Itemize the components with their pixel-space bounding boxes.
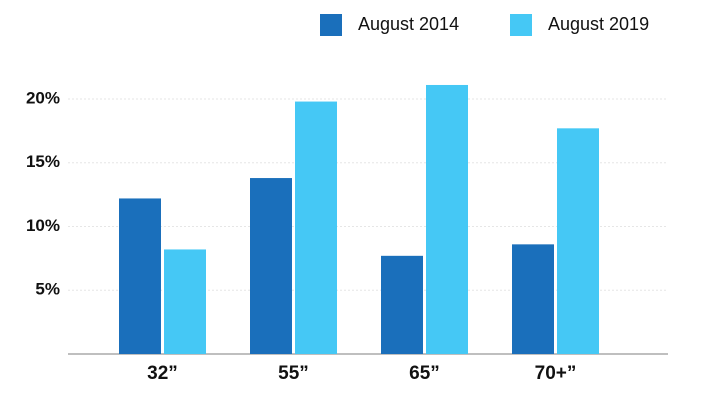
bar (164, 249, 206, 354)
x-tick-label: 32” (147, 363, 178, 384)
bar (426, 84, 468, 354)
x-tick-label: 65” (409, 363, 440, 384)
x-tick-label: 55” (278, 363, 309, 384)
legend-label: August 2014 (358, 14, 459, 34)
y-tick-label: 20% (26, 88, 60, 107)
bar (295, 101, 337, 354)
legend-swatch (320, 14, 342, 36)
legend-label: August 2019 (548, 14, 649, 34)
bar (557, 128, 599, 354)
y-tick-label: 10% (26, 216, 60, 235)
y-tick-label: 5% (35, 280, 60, 299)
legend-swatch (510, 14, 532, 36)
x-tick-label: 70+” (535, 363, 577, 384)
bar (381, 255, 423, 354)
y-tick-label: 15% (26, 152, 60, 171)
bar (119, 198, 161, 354)
bar (250, 178, 292, 354)
bar (512, 244, 554, 354)
